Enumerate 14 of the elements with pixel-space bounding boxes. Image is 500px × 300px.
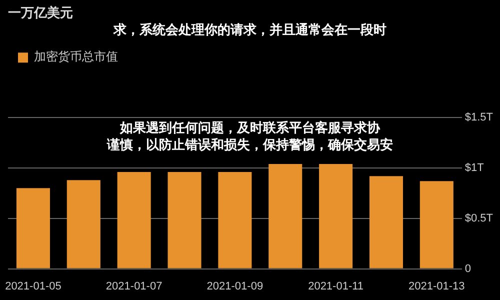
y-tick-label: $0.5T — [464, 212, 494, 224]
chart-title: 一万亿美元 — [8, 5, 73, 22]
annotation: 如果遇到任何问题，及时联系平台客服寻求协 — [120, 120, 380, 136]
x-tick-label: 2021-01-09 — [206, 280, 264, 292]
legend-label: 加密货币总市值 — [34, 50, 118, 64]
y-tick-label: $1T — [464, 162, 484, 174]
annotation: 谨慎，以防止错误和损失，保持警惕，确保交易安 — [106, 138, 394, 154]
x-tick-label: 2021-01-07 — [106, 280, 162, 292]
y-tick-label: $1.5T — [464, 112, 494, 124]
x-tick-label: 2021-01-13 — [408, 280, 465, 292]
y-tick-label: 0 — [464, 262, 471, 275]
x-tick-label: 2021-01-05 — [5, 280, 62, 292]
x-tick-label: 2021-01-11 — [308, 280, 364, 292]
text: 求，系统会处理你的请求，并且通常会在一段时 — [112, 22, 388, 39]
